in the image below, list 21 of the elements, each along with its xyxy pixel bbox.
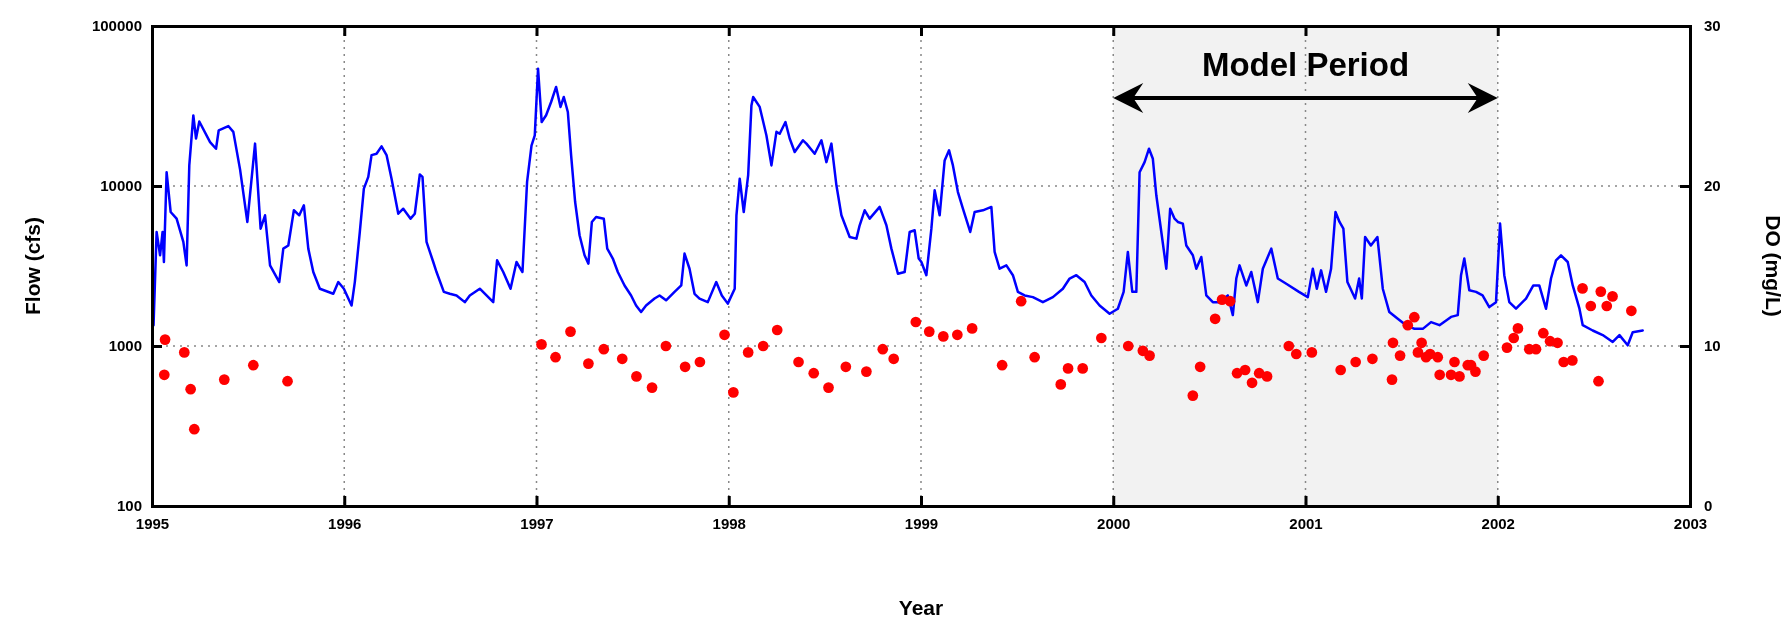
y-tick-label: 100: [116, 497, 142, 515]
y-axis-title: Flow (cfs): [21, 217, 44, 315]
y2-axis-title: DO (mg/L): [1762, 215, 1785, 317]
y2-tick-label: 10: [1704, 337, 1721, 355]
y-tick-label: 10000: [100, 177, 142, 195]
x-tick-label: 2001: [1289, 514, 1323, 532]
x-tick-label: 1997: [520, 514, 554, 532]
x-tick-label: 1998: [712, 514, 746, 532]
x-tick-label: 2003: [1673, 514, 1708, 532]
x-tick-label: 2000: [1097, 514, 1131, 532]
band-label: Model Period: [1201, 46, 1410, 83]
x-tick-label: 1999: [904, 514, 939, 532]
x-tick-label: 2002: [1481, 514, 1515, 532]
y2-tick-label: 20: [1704, 177, 1721, 195]
y2-tick-label: 30: [1704, 17, 1721, 35]
x-tick-label: 1995: [135, 514, 170, 532]
y-tick-label: 1000: [108, 337, 142, 355]
x-tick-label: 1996: [328, 514, 362, 532]
y2-tick-label: 0: [1704, 497, 1713, 515]
y-tick-label: 100000: [91, 17, 142, 35]
x-axis-title: Year: [898, 596, 944, 619]
